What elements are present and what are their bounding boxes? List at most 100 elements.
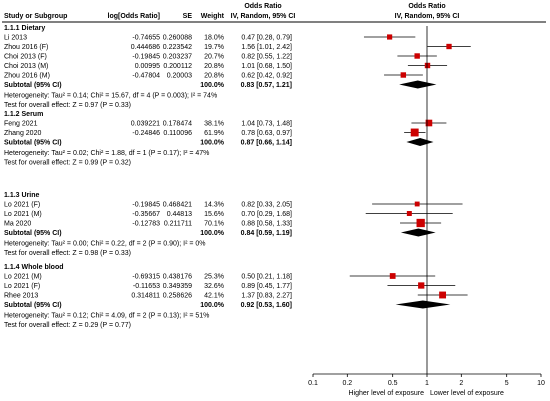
study-weight: 18.0% xyxy=(204,35,224,42)
study-or-ci: 0.89 [0.45, 1.77] xyxy=(241,283,292,290)
study-marker xyxy=(424,62,431,69)
study-logor: -0.47804 xyxy=(132,73,160,80)
x-tick-label: 5 xyxy=(505,380,509,387)
subtotal-label: Subtotal (95% CI) xyxy=(4,82,62,89)
overall-effect-text: Test for overall effect: Z = 0.97 (P = 0… xyxy=(4,102,131,109)
study-weight: 70.1% xyxy=(204,221,224,228)
study-weight: 20.8% xyxy=(204,63,224,70)
heterogeneity-text: Heterogeneity: Tau² = 0.02; Chi² = 1.88,… xyxy=(4,150,209,157)
study-logor: -0.35667 xyxy=(132,211,160,218)
x-tick-label: 0.1 xyxy=(308,380,318,387)
study-marker xyxy=(439,291,447,299)
study-marker xyxy=(416,218,425,228)
subgroup-title: 1.1.1 Dietary xyxy=(4,25,45,32)
study-name: Choi 2013 (F) xyxy=(4,54,47,61)
or-column-title: Odds Ratio xyxy=(244,3,281,10)
subtotal-or-ci: 0.87 [0.66, 1.14] xyxy=(241,140,292,147)
study-marker xyxy=(414,53,420,59)
study-logor: -0.12783 xyxy=(132,221,160,228)
study-se: 0.211711 xyxy=(164,221,192,228)
overall-effect-text: Test for overall effect: Z = 0.29 (P = 0… xyxy=(4,322,131,329)
study-column-header: Study or Subgroup xyxy=(4,13,67,20)
study-name: Lo 2021 (F) xyxy=(4,283,40,290)
se-column-header: SE xyxy=(183,13,193,20)
x-tick-label: 0.2 xyxy=(342,380,352,387)
study-or-ci: 0.50 [0.21, 1.18] xyxy=(241,274,292,281)
study-name: Zhou 2016 (F) xyxy=(4,44,48,51)
study-logor: -0.11653 xyxy=(133,283,160,290)
heterogeneity-text: Heterogeneity: Tau² = 0.00; Chi² = 0.22,… xyxy=(4,241,206,248)
x-tick-label: 0.5 xyxy=(388,380,398,387)
study-marker xyxy=(446,43,452,50)
overall-effect-text: Test for overall effect: Z = 0.99 (P = 0… xyxy=(4,160,131,167)
subtotal-weight: 100.0% xyxy=(200,82,225,89)
study-or-ci: 0.82 [0.55, 1.22] xyxy=(241,54,292,61)
subtotal-diamond xyxy=(406,138,434,146)
heterogeneity-text: Heterogeneity: Tau² = 0.12; Chi² = 4.09,… xyxy=(4,313,209,320)
study-se: 0.223542 xyxy=(163,44,192,51)
subtotal-label: Subtotal (95% CI) xyxy=(4,140,62,147)
study-weight: 19.7% xyxy=(204,44,224,51)
study-or-ci: 0.78 [0.63, 0.97] xyxy=(241,130,292,137)
study-logor: 0.314811 xyxy=(131,293,160,300)
subtotal-weight: 100.0% xyxy=(200,140,225,147)
study-logor: -0.74655 xyxy=(132,35,160,42)
study-or-ci: 0.62 [0.42, 0.92] xyxy=(241,73,292,80)
study-name: Li 2013 xyxy=(4,35,27,42)
study-weight: 42.1% xyxy=(204,293,224,300)
study-se: 0.258626 xyxy=(163,293,192,300)
study-name: Lo 2021 (M) xyxy=(4,211,42,218)
subgroup-title: 1.1.2 Serum xyxy=(4,111,43,118)
x-tick-label: 10 xyxy=(537,380,545,387)
x-tick-label: 2 xyxy=(459,380,463,387)
plot-method-header: IV, Random, 95% CI xyxy=(395,13,460,20)
study-marker xyxy=(418,282,425,289)
heterogeneity-text: Heterogeneity: Tau² = 0.14; Chi² = 15.67… xyxy=(4,93,217,100)
subgroup-title: 1.1.3 Urine xyxy=(4,192,40,199)
study-se: 0.203237 xyxy=(163,54,192,61)
study-name: Zhang 2020 xyxy=(4,130,41,137)
subtotal-diamond xyxy=(400,228,436,237)
study-logor: 0.00995 xyxy=(135,63,160,70)
study-weight: 14.3% xyxy=(204,202,224,209)
study-logor: 0.444686 xyxy=(131,44,160,51)
study-name: Rhee 2013 xyxy=(4,293,38,300)
study-name: Ma 2020 xyxy=(4,221,31,228)
study-marker xyxy=(414,201,420,207)
study-or-ci: 1.01 [0.68, 1.50] xyxy=(241,63,292,70)
study-or-ci: 1.04 [0.73, 1.48] xyxy=(241,121,292,128)
weight-column-header: Weight xyxy=(201,13,225,20)
subtotal-or-ci: 0.92 [0.53, 1.60] xyxy=(241,302,292,309)
subtotal-weight: 100.0% xyxy=(200,302,225,309)
study-se: 0.20003 xyxy=(167,73,192,80)
study-weight: 20.7% xyxy=(204,54,224,61)
subtotal-diamond xyxy=(395,300,451,309)
study-logor: -0.19845 xyxy=(132,202,160,209)
study-name: Choi 2013 (M) xyxy=(4,63,48,70)
study-marker xyxy=(400,72,407,78)
study-se: 0.349359 xyxy=(163,283,192,290)
study-or-ci: 1.56 [1.01, 2.42] xyxy=(241,44,292,51)
study-logor: -0.24846 xyxy=(132,130,160,137)
x-axis-left-label: Higher level of exposure xyxy=(349,390,425,397)
study-logor: -0.69315 xyxy=(132,274,160,281)
study-se: 0.110096 xyxy=(163,130,192,137)
study-marker xyxy=(406,211,412,216)
x-tick-label: 1 xyxy=(425,380,429,387)
study-weight: 61.9% xyxy=(204,130,224,137)
or-method-header: IV, Random, 95% CI xyxy=(231,13,296,20)
study-se: 0.468421 xyxy=(163,202,192,209)
study-or-ci: 1.37 [0.83, 2.27] xyxy=(241,293,292,300)
subtotal-or-ci: 0.83 [0.57, 1.21] xyxy=(241,82,292,89)
subtotal-diamond xyxy=(399,80,437,89)
study-se: 0.44813 xyxy=(167,211,192,218)
study-weight: 15.6% xyxy=(204,211,224,218)
plot-column-title: Odds Ratio xyxy=(408,3,445,10)
subgroup-title: 1.1.4 Whole blood xyxy=(4,264,64,271)
x-axis-right-label: Lower level of exposure xyxy=(430,390,504,397)
study-se: 0.178474 xyxy=(163,121,192,128)
study-or-ci: 0.82 [0.33, 2.05] xyxy=(241,202,292,209)
study-se: 0.438176 xyxy=(163,274,192,281)
